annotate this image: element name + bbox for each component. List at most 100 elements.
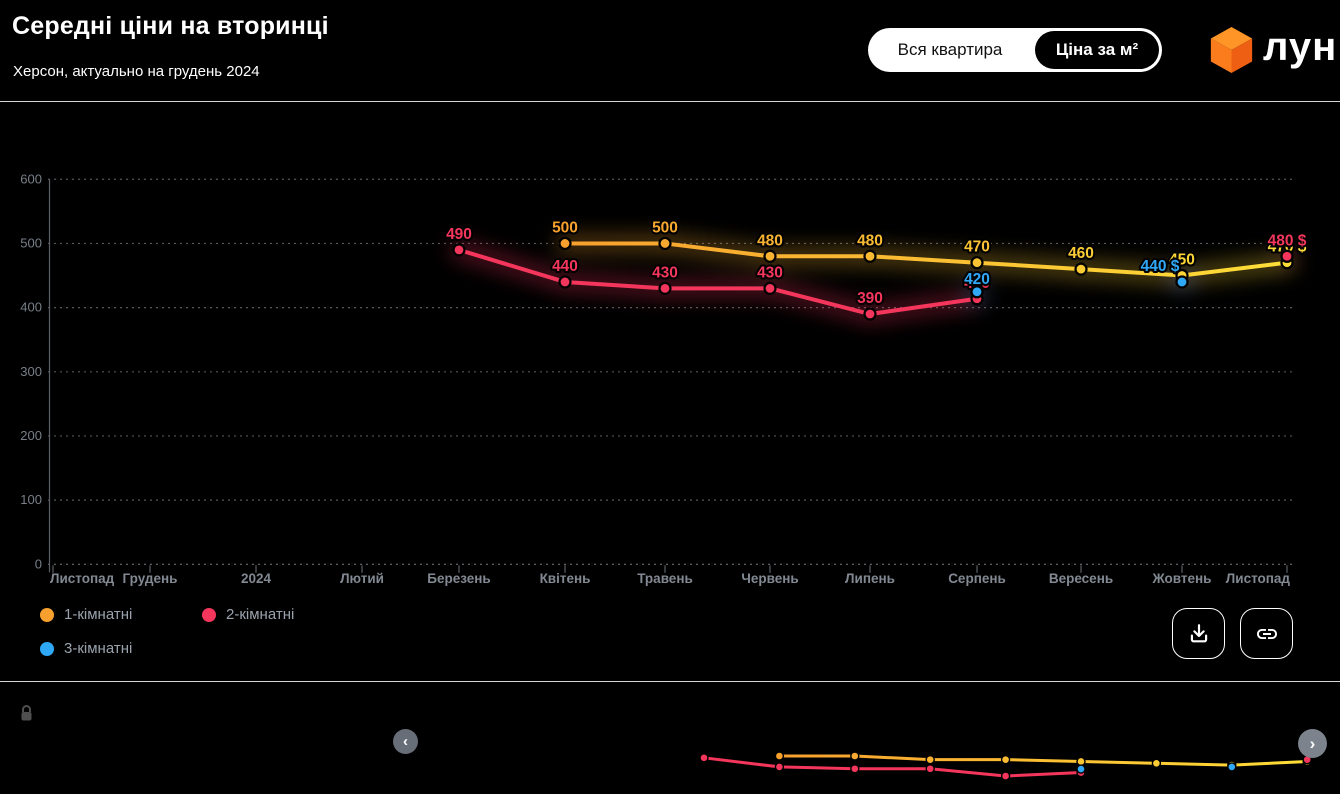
navigator-next-button[interactable]: › (1298, 729, 1327, 758)
data-point[interactable] (763, 281, 777, 295)
x-axis-label: Квітень (540, 571, 591, 586)
data-point[interactable] (452, 243, 466, 257)
data-point[interactable] (863, 249, 877, 263)
value-label: 460 (1068, 245, 1094, 262)
navigator-line (777, 754, 1309, 767)
y-axis-label: 600 (20, 171, 42, 186)
navigator-point (925, 754, 935, 765)
x-axis-label: Березень (427, 571, 490, 586)
data-point[interactable] (1074, 262, 1088, 276)
navigator-prev-button[interactable]: ‹ (393, 729, 418, 754)
navigator-divider (0, 681, 1340, 682)
data-point[interactable] (763, 249, 777, 263)
y-axis-label: 200 (20, 428, 42, 443)
value-label: 450 (1169, 252, 1195, 269)
series-2: 490 440 430 430 390 420 480 $ (444, 224, 1309, 321)
navigator-point (1227, 762, 1237, 772)
value-label: 490 (446, 226, 472, 243)
value-label: 390 (857, 290, 883, 307)
link-icon (1256, 628, 1277, 639)
data-point[interactable] (1280, 249, 1294, 263)
data-point[interactable] (970, 256, 984, 270)
data-point[interactable] (863, 307, 877, 321)
data-point[interactable] (658, 236, 672, 251)
navigator-point (774, 751, 785, 761)
x-axis-label: Грудень (123, 571, 178, 586)
navigator-point (850, 751, 860, 761)
legend-item-2-room[interactable]: 2-кімнатні (202, 606, 294, 623)
navigator-point (925, 764, 935, 774)
series-3: 420 440 $ (962, 256, 1189, 299)
y-axis-label: 0 (35, 556, 42, 571)
lun-cube-icon (1210, 26, 1253, 74)
x-axis-label: Лютий (340, 571, 384, 586)
legend-item-1-room[interactable]: 1-кімнатні (40, 606, 132, 623)
copy-link-button[interactable] (1240, 608, 1293, 659)
navigator-chart[interactable] (0, 682, 1340, 794)
page-title: Середні ціни на вторинці (12, 12, 329, 40)
data-point[interactable] (1175, 275, 1189, 289)
navigator-point (850, 764, 860, 774)
value-label: 500 (552, 219, 578, 236)
lock-icon[interactable] (19, 704, 34, 722)
lun-logo[interactable]: лун (1209, 25, 1338, 74)
navigator-series-2 (699, 753, 1312, 781)
navigator-point (774, 762, 785, 772)
navigator-line (702, 756, 1083, 778)
legend-item-3-room[interactable]: 3-кімнатні (40, 640, 132, 657)
chevron-right-icon: › (1309, 733, 1316, 753)
y-axis-label: 400 (20, 300, 42, 315)
value-label: 480 (757, 232, 783, 249)
x-axis-label: 2024 (241, 571, 272, 586)
series-line (563, 241, 1289, 278)
value-label: 440 (552, 258, 578, 275)
data-point[interactable] (558, 236, 572, 251)
navigator-point (1000, 771, 1011, 781)
x-axis-label: Серпень (948, 571, 1006, 586)
y-axis-label: 500 (20, 235, 42, 250)
navigator-point (1076, 764, 1086, 774)
value-label: 500 (652, 219, 678, 236)
value-label: 470 (964, 239, 990, 256)
legend-label: 2-кімнатні (226, 606, 295, 623)
legend-dot-3-room (40, 641, 54, 656)
data-point[interactable] (970, 285, 984, 299)
legend-dot-2-room (202, 607, 216, 622)
value-label: 470 $ (1268, 239, 1307, 256)
data-point[interactable] (558, 275, 572, 289)
value-label: 480 $ (1268, 232, 1307, 249)
price-mode-toggle: Вся квартира Ціна за м² (868, 28, 1162, 72)
x-axis-label: Червень (741, 571, 798, 586)
x-axis-label: Вересень (1049, 571, 1113, 586)
value-label: 430 (757, 264, 783, 281)
page-subtitle: Херсон, актуально на грудень 2024 (13, 63, 260, 80)
value-label: 440 $ (1141, 258, 1180, 275)
legend-label: 1-кімнатні (64, 606, 133, 623)
x-axis-label: Листопад (1226, 571, 1291, 586)
y-axis-label: 100 (20, 492, 42, 507)
navigator-point (1151, 758, 1162, 768)
price-chart: 0 100 200 300 400 500 600 Листопад Грудень 2024 Лю… (20, 171, 1309, 586)
data-point[interactable] (658, 281, 672, 295)
legend-dot-1-room (40, 607, 54, 622)
header-divider (0, 101, 1340, 102)
value-label: 420 (964, 275, 990, 292)
value-label: 420 (964, 271, 990, 288)
x-axis-label: Травень (637, 571, 693, 586)
download-button[interactable] (1172, 608, 1225, 659)
series-line (457, 247, 979, 317)
navigator-point (699, 753, 709, 763)
navigator-point (1076, 756, 1086, 767)
chevron-left-icon: ‹ (403, 733, 408, 750)
toggle-price-per-m2[interactable]: Ціна за м² (1035, 31, 1159, 69)
x-axis-label: Липень (845, 571, 895, 586)
logo-text: лун (1263, 25, 1338, 69)
x-axis-label: Жовтень (1152, 571, 1212, 586)
navigator-point (1000, 754, 1011, 765)
toggle-whole-apartment[interactable]: Вся квартира (897, 40, 1003, 59)
legend-label: 3-кімнатні (64, 640, 133, 657)
x-axis-label: Листопад (50, 571, 115, 586)
y-axis-label: 300 (20, 364, 42, 379)
download-icon (1190, 623, 1207, 642)
navigator-series-3 (1076, 762, 1237, 774)
